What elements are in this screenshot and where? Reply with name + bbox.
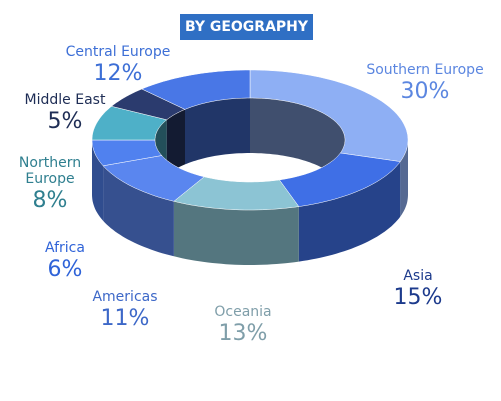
value-label: 8%: [32, 188, 68, 213]
category-label: Asia: [403, 268, 433, 284]
slice: [141, 69, 251, 110]
inner-wall: [185, 98, 250, 165]
outer-wall: [103, 165, 174, 257]
category-label: Central Europe: [65, 44, 171, 60]
category-label: Americas: [92, 289, 158, 305]
value-label: 13%: [218, 321, 268, 346]
inner-wall: [166, 109, 185, 175]
data-label: Northern Europe 8%: [10, 155, 90, 215]
value-label: 11%: [100, 306, 150, 331]
value-label: 15%: [393, 285, 443, 310]
value-label: 30%: [400, 79, 450, 104]
outer-wall: [298, 161, 401, 262]
data-label: Africa 6%: [0, 240, 130, 284]
data-label: Middle East 5%: [0, 92, 130, 136]
value-label: 6%: [47, 257, 83, 282]
data-label: Southern Europe 30%: [360, 62, 490, 106]
outer-wall: [92, 140, 104, 221]
data-label: Central Europe 12%: [53, 44, 183, 88]
data-label: Americas 11%: [60, 289, 190, 333]
category-label: Oceania: [214, 304, 272, 320]
category-label: Northern Europe: [18, 155, 82, 187]
category-label: Middle East: [24, 92, 106, 108]
value-label: 12%: [93, 61, 143, 86]
inner-wall: [250, 98, 345, 195]
category-label: Africa: [45, 240, 85, 256]
chart-title: BY GEOGRAPHY: [180, 14, 313, 40]
category-label: Southern Europe: [366, 62, 484, 78]
value-label: 5%: [47, 109, 83, 134]
outer-wall: [173, 201, 299, 265]
data-label: Oceania 13%: [178, 304, 308, 348]
data-label: Asia 15%: [353, 268, 483, 312]
